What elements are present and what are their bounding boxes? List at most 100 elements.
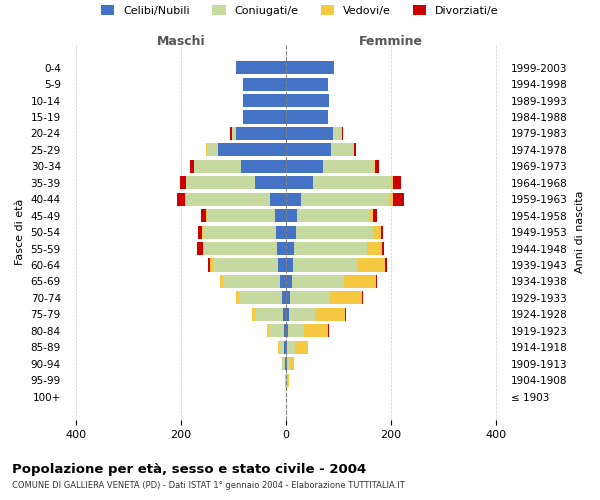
Bar — [243, 94, 286, 107]
Text: Maschi: Maschi — [157, 35, 205, 48]
Bar — [286, 357, 294, 370]
Bar — [286, 340, 308, 354]
Bar — [218, 144, 286, 156]
Bar — [283, 357, 286, 370]
Bar — [278, 340, 286, 354]
Bar — [286, 61, 334, 74]
Bar — [236, 292, 286, 304]
Y-axis label: Fasce di età: Fasce di età — [15, 199, 25, 266]
Bar — [187, 176, 286, 190]
Bar — [206, 144, 286, 156]
Bar — [286, 357, 287, 370]
Bar — [286, 374, 289, 386]
Bar — [286, 160, 375, 173]
Bar — [203, 242, 286, 255]
Bar — [190, 160, 286, 173]
Bar — [286, 144, 353, 156]
Bar — [282, 292, 286, 304]
Bar — [286, 192, 389, 206]
Bar — [202, 226, 286, 238]
Bar — [243, 110, 286, 124]
Bar — [252, 308, 286, 321]
Text: Femmine: Femmine — [359, 35, 423, 48]
Bar — [254, 176, 286, 190]
Bar — [286, 110, 328, 124]
Bar — [243, 110, 286, 124]
Bar — [286, 61, 334, 74]
Bar — [275, 226, 286, 238]
Bar — [203, 226, 286, 238]
Bar — [286, 324, 288, 338]
Bar — [286, 374, 287, 386]
Bar — [286, 242, 295, 255]
Bar — [286, 176, 393, 190]
Bar — [286, 308, 315, 321]
Bar — [286, 292, 329, 304]
Bar — [236, 61, 286, 74]
Bar — [197, 242, 286, 255]
Bar — [243, 94, 286, 107]
Bar — [286, 192, 301, 206]
Bar — [236, 292, 286, 304]
Bar — [286, 258, 388, 272]
Bar — [286, 275, 377, 288]
Y-axis label: Anni di nascita: Anni di nascita — [575, 191, 585, 274]
Bar — [286, 226, 373, 238]
Bar — [286, 340, 308, 354]
Bar — [286, 275, 344, 288]
Bar — [286, 176, 401, 190]
Bar — [266, 324, 286, 338]
Bar — [283, 357, 286, 370]
Bar — [212, 258, 286, 272]
Bar — [286, 324, 329, 338]
Bar — [211, 258, 286, 272]
Bar — [286, 160, 374, 173]
Text: COMUNE DI GALLIERA VENETA (PD) - Dati ISTAT 1° gennaio 2004 - Elaborazione TUTTI: COMUNE DI GALLIERA VENETA (PD) - Dati IS… — [12, 481, 405, 490]
Bar — [286, 209, 369, 222]
Bar — [236, 61, 286, 74]
Bar — [243, 110, 286, 124]
Bar — [206, 209, 286, 222]
Bar — [286, 357, 294, 370]
Bar — [285, 357, 286, 370]
Bar — [285, 374, 286, 386]
Bar — [220, 275, 286, 288]
Bar — [286, 61, 334, 74]
Bar — [232, 127, 286, 140]
Bar — [286, 258, 385, 272]
Bar — [208, 144, 286, 156]
Bar — [243, 94, 286, 107]
Bar — [286, 258, 293, 272]
Bar — [286, 110, 328, 124]
Bar — [275, 209, 286, 222]
Bar — [286, 340, 295, 354]
Bar — [206, 144, 286, 156]
Bar — [277, 242, 286, 255]
Bar — [286, 192, 404, 206]
Bar — [230, 127, 286, 140]
Legend: Celibi/Nubili, Coniugati/e, Vedovi/e, Divorziati/e: Celibi/Nubili, Coniugati/e, Vedovi/e, Di… — [97, 0, 503, 20]
Bar — [286, 144, 331, 156]
Bar — [286, 374, 289, 386]
Bar — [278, 258, 286, 272]
Bar — [286, 324, 328, 338]
Bar — [236, 61, 286, 74]
Bar — [286, 340, 287, 354]
Bar — [286, 110, 328, 124]
Bar — [286, 160, 323, 173]
Bar — [284, 340, 286, 354]
Bar — [187, 192, 286, 206]
Bar — [252, 308, 286, 321]
Bar — [285, 374, 286, 386]
Bar — [194, 160, 286, 173]
Bar — [286, 209, 296, 222]
Bar — [286, 176, 313, 190]
Text: Popolazione per età, sesso e stato civile - 2004: Popolazione per età, sesso e stato civil… — [12, 462, 366, 475]
Bar — [286, 78, 328, 90]
Bar — [243, 78, 286, 90]
Bar — [284, 324, 286, 338]
Bar — [223, 275, 286, 288]
Bar — [187, 176, 286, 190]
Bar — [286, 144, 354, 156]
Bar — [286, 160, 379, 173]
